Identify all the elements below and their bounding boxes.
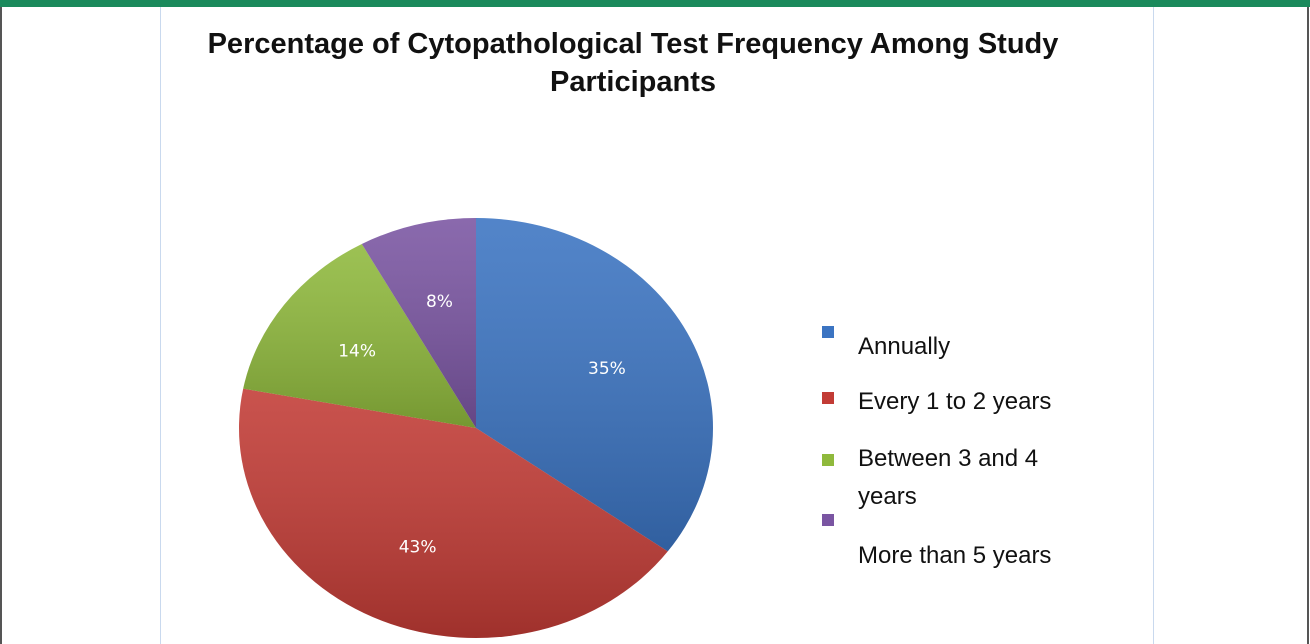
- legend-text: More than 5 years: [858, 542, 1051, 569]
- legend-text: Between 3 and 4 years: [858, 445, 1038, 510]
- slice-shade: [243, 243, 476, 428]
- legend-swatch: [822, 514, 834, 526]
- top-bar: [0, 0, 1310, 7]
- legend-swatch: [822, 326, 834, 338]
- legend-text: Every 1 to 2 years: [858, 388, 1051, 415]
- pie: [239, 218, 713, 638]
- chart-title: Percentage of Cytopathological Test Freq…: [208, 28, 1059, 98]
- legend-swatch: [822, 392, 834, 404]
- slice-label: 43%: [399, 537, 437, 557]
- slice-label: 8%: [426, 292, 453, 312]
- legend-swatch: [822, 454, 834, 466]
- legend-text: Annually: [858, 333, 950, 360]
- slice-shade: [476, 218, 713, 552]
- slice-label: 35%: [588, 359, 626, 379]
- slice-label: 14%: [338, 341, 376, 361]
- slice-shade: [239, 388, 668, 638]
- slice-shade: [361, 218, 476, 428]
